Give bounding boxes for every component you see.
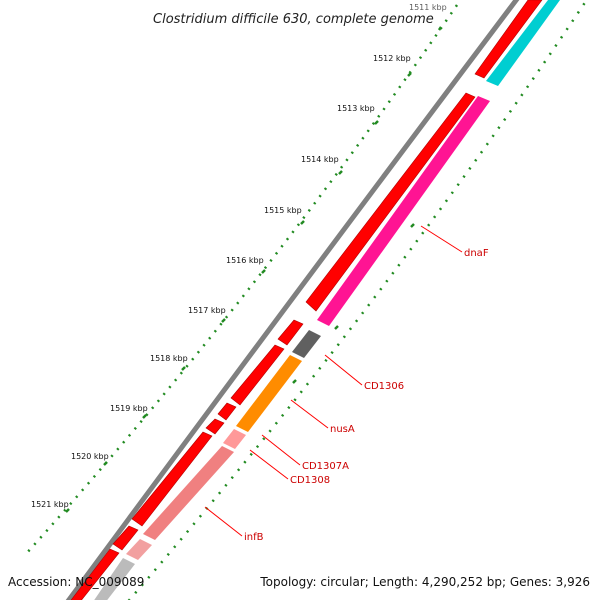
tick-label: 1520 kbp bbox=[71, 452, 109, 461]
tick-mark bbox=[437, 26, 443, 31]
leader-line-nusA bbox=[290, 399, 329, 429]
gene-block-teal[interactable] bbox=[486, 0, 560, 86]
tick-label: 1512 kbp bbox=[373, 54, 411, 63]
cds-arrow[interactable] bbox=[217, 402, 237, 421]
gene-label-nusA[interactable]: nusA bbox=[330, 424, 355, 435]
tick-mark bbox=[292, 379, 297, 384]
gene-leader-lines bbox=[204, 225, 463, 537]
tick-mark bbox=[334, 325, 339, 330]
cds-arrow[interactable] bbox=[305, 92, 476, 312]
tick-mark bbox=[338, 170, 343, 175]
inner-ruler-arc bbox=[124, 0, 589, 604]
tick-label: 1513 kbp bbox=[337, 104, 375, 113]
gene-track bbox=[86, 0, 560, 604]
tick-mark bbox=[261, 269, 266, 274]
tick-mark bbox=[407, 72, 412, 77]
forward-cds-track bbox=[62, 0, 543, 604]
leader-line-CD1307A bbox=[261, 434, 301, 466]
gene-label-CD1307A[interactable]: CD1307A bbox=[302, 461, 349, 472]
tick-mark bbox=[65, 508, 70, 513]
gene-label-CD1306[interactable]: CD1306 bbox=[364, 381, 404, 392]
gene-block-CD1306[interactable] bbox=[292, 330, 321, 358]
tick-label: 1514 kbp bbox=[301, 155, 339, 164]
gene-label-infB[interactable]: infB bbox=[244, 532, 264, 543]
tick-label: 1511 kbp bbox=[409, 3, 447, 12]
genome-summary: Topology: circular; Length: 4,290,252 bp… bbox=[259, 575, 590, 589]
cds-arrow[interactable] bbox=[112, 525, 139, 551]
cds-arrow[interactable] bbox=[474, 0, 543, 79]
cds-arrow[interactable] bbox=[277, 319, 304, 346]
inner-tick-marks bbox=[292, 223, 415, 384]
leader-line-CD1306 bbox=[324, 354, 363, 386]
gene-label-dnaF[interactable]: dnaF bbox=[464, 248, 489, 259]
leader-line-dnaF bbox=[420, 225, 463, 253]
gene-block-infB[interactable] bbox=[143, 446, 234, 540]
leader-line-CD1308 bbox=[249, 449, 289, 480]
cds-arrow[interactable] bbox=[131, 431, 213, 527]
cds-arrow[interactable] bbox=[230, 344, 285, 406]
tick-label: 1521 kbp bbox=[31, 500, 69, 509]
tick-mark bbox=[181, 366, 186, 371]
tick-label: 1518 kbp bbox=[150, 354, 188, 363]
ruler-arc bbox=[24, 4, 459, 556]
tick-mark bbox=[374, 120, 379, 125]
tick-marks bbox=[65, 26, 443, 513]
tick-mark bbox=[221, 318, 226, 323]
gene-block-nusA[interactable] bbox=[236, 355, 302, 432]
cds-arrow[interactable] bbox=[62, 548, 120, 604]
gene-block-dnaF[interactable] bbox=[317, 96, 490, 326]
gene-block[interactable] bbox=[126, 539, 152, 560]
map-title: Clostridium difficile 630, complete geno… bbox=[153, 12, 434, 27]
genome-backbone bbox=[62, 0, 520, 604]
tick-label: 1517 kbp bbox=[188, 306, 226, 315]
tick-label: 1519 kbp bbox=[110, 404, 148, 413]
gene-block[interactable] bbox=[86, 558, 135, 604]
accession-label: Accession: NC_009089 bbox=[8, 575, 144, 589]
gene-block-CD1307A[interactable] bbox=[223, 429, 246, 449]
tick-mark bbox=[300, 220, 305, 225]
tick-label: 1516 kbp bbox=[226, 256, 264, 265]
cds-arrow[interactable] bbox=[205, 418, 225, 435]
gene-label-CD1308[interactable]: CD1308 bbox=[290, 475, 330, 486]
tick-mark bbox=[142, 414, 147, 419]
tick-label: 1515 kbp bbox=[264, 206, 302, 215]
tick-mark bbox=[410, 223, 415, 228]
leader-line-infB bbox=[204, 506, 243, 537]
tick-mark bbox=[103, 461, 108, 466]
